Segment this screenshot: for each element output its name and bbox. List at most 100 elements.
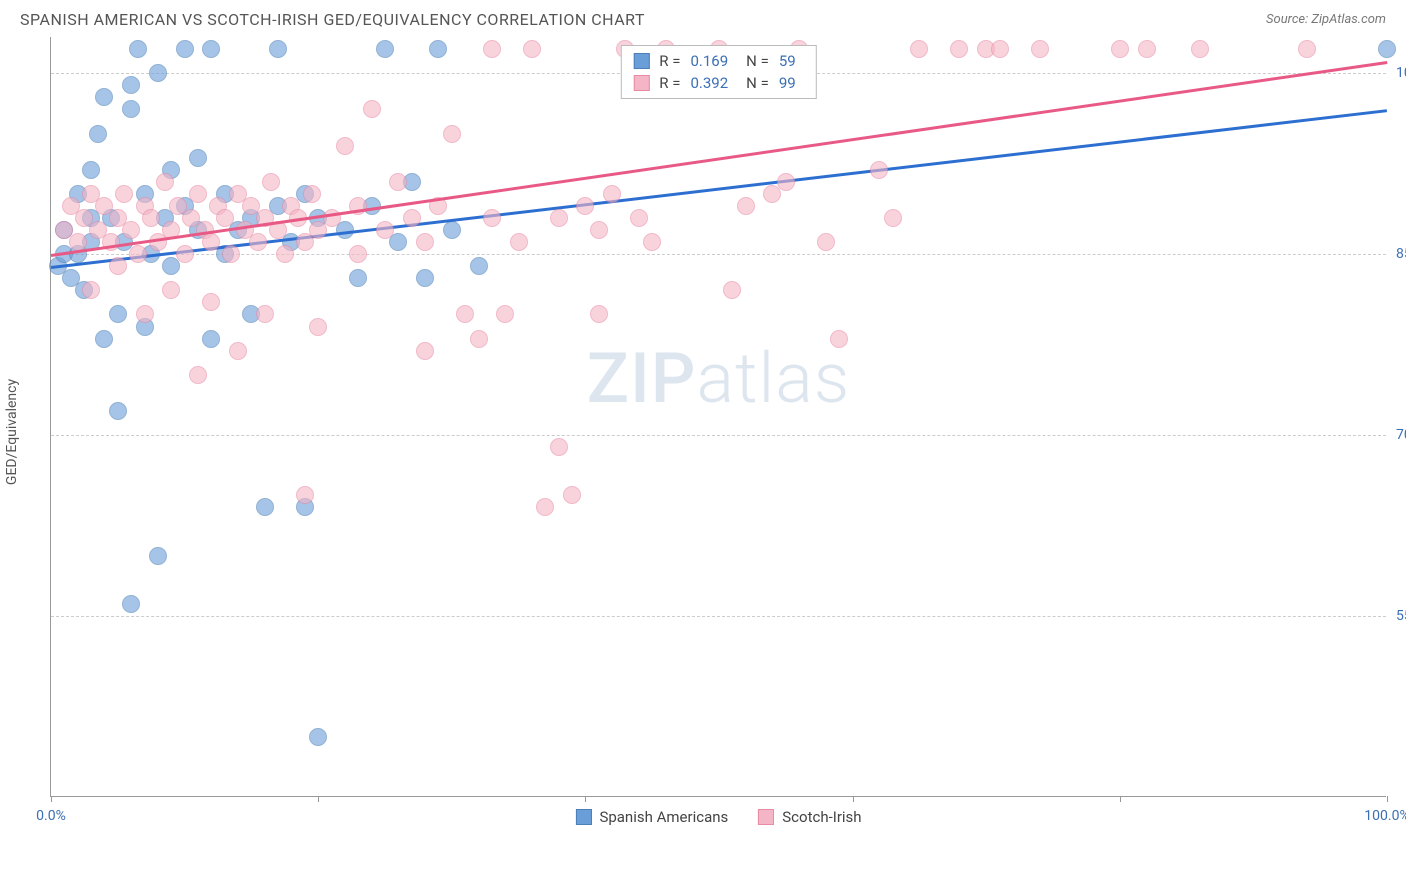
data-point: [109, 402, 127, 420]
data-point: [363, 100, 381, 118]
corr-n-1: 99: [779, 74, 796, 92]
data-point: [202, 233, 220, 251]
data-point: [122, 100, 140, 118]
legend-item-scotch-irish: Scotch-Irish: [758, 808, 861, 826]
data-point: [470, 257, 488, 275]
data-point: [737, 197, 755, 215]
data-point: [470, 330, 488, 348]
data-point: [416, 269, 434, 287]
x-tick: [1120, 796, 1121, 802]
data-point: [202, 330, 220, 348]
data-point: [1138, 40, 1156, 58]
data-point: [1191, 40, 1209, 58]
data-point: [109, 305, 127, 323]
data-point: [523, 40, 541, 58]
data-point: [82, 161, 100, 179]
y-axis-label: GED/Equivalency: [4, 379, 20, 485]
data-point: [550, 438, 568, 456]
data-point: [309, 318, 327, 336]
y-tick-label: 70.0%: [1396, 427, 1406, 443]
y-tick-label: 100.0%: [1396, 65, 1406, 81]
x-tick: [853, 796, 854, 802]
watermark: ZIPatlas: [587, 338, 851, 420]
data-point: [216, 209, 234, 227]
data-point: [222, 245, 240, 263]
correlation-row-1: R = 0.392 N = 99: [633, 72, 803, 94]
data-point: [550, 209, 568, 227]
data-point: [189, 149, 207, 167]
data-point: [910, 40, 928, 58]
data-point: [576, 197, 594, 215]
data-point: [276, 245, 294, 263]
data-point: [416, 342, 434, 360]
data-point: [389, 233, 407, 251]
data-point: [142, 209, 160, 227]
corr-label-r: R =: [659, 52, 680, 70]
chart-container: GED/Equivalency ZIPatlas R = 0.169 N = 5…: [50, 37, 1386, 827]
data-point: [309, 728, 327, 746]
data-point: [1378, 40, 1396, 58]
gridline: [51, 616, 1386, 617]
data-point: [1298, 40, 1316, 58]
data-point: [176, 245, 194, 263]
data-point: [95, 330, 113, 348]
data-point: [256, 498, 274, 516]
corr-r-0: 0.169: [690, 52, 728, 70]
data-point: [122, 595, 140, 613]
data-point: [496, 305, 514, 323]
data-point: [136, 305, 154, 323]
data-point: [510, 233, 528, 251]
data-point: [189, 185, 207, 203]
data-point: [122, 221, 140, 239]
data-point: [89, 125, 107, 143]
legend-label-1: Scotch-Irish: [782, 808, 861, 826]
x-tick: [1387, 796, 1388, 802]
data-point: [256, 305, 274, 323]
data-point: [563, 486, 581, 504]
data-point: [115, 185, 133, 203]
corr-label-r: R =: [659, 74, 680, 92]
data-point: [777, 173, 795, 191]
corr-label-n: N =: [746, 74, 769, 92]
x-tick-label: 0.0%: [36, 808, 66, 824]
data-point: [590, 305, 608, 323]
data-point: [443, 221, 461, 239]
x-tick: [318, 796, 319, 802]
data-point: [630, 209, 648, 227]
swatch-scotch-irish: [633, 75, 649, 91]
data-point: [82, 281, 100, 299]
watermark-part1: ZIP: [587, 338, 697, 420]
data-point: [162, 281, 180, 299]
data-point: [830, 330, 848, 348]
data-point: [429, 40, 447, 58]
data-point: [376, 40, 394, 58]
corr-r-1: 0.392: [690, 74, 728, 92]
data-point: [122, 76, 140, 94]
swatch-spanish-americans: [633, 53, 649, 69]
legend-label-0: Spanish Americans: [599, 808, 728, 826]
data-point: [296, 486, 314, 504]
data-point: [156, 173, 174, 191]
legend-swatch-1: [758, 809, 774, 825]
data-point: [389, 173, 407, 191]
data-point: [129, 245, 147, 263]
data-point: [176, 40, 194, 58]
plot-area: ZIPatlas R = 0.169 N = 59 R = 0.392 N = …: [50, 37, 1386, 797]
data-point: [723, 281, 741, 299]
data-point: [149, 64, 167, 82]
data-point: [269, 40, 287, 58]
data-point: [403, 209, 421, 227]
data-point: [483, 209, 501, 227]
gridline: [51, 254, 1386, 255]
data-point: [416, 233, 434, 251]
data-point: [262, 173, 280, 191]
data-point: [189, 366, 207, 384]
legend: Spanish Americans Scotch-Irish: [575, 808, 861, 826]
legend-item-spanish-americans: Spanish Americans: [575, 808, 728, 826]
data-point: [1111, 40, 1129, 58]
data-point: [991, 40, 1009, 58]
data-point: [336, 137, 354, 155]
corr-label-n: N =: [746, 52, 769, 70]
data-point: [870, 161, 888, 179]
data-point: [536, 498, 554, 516]
